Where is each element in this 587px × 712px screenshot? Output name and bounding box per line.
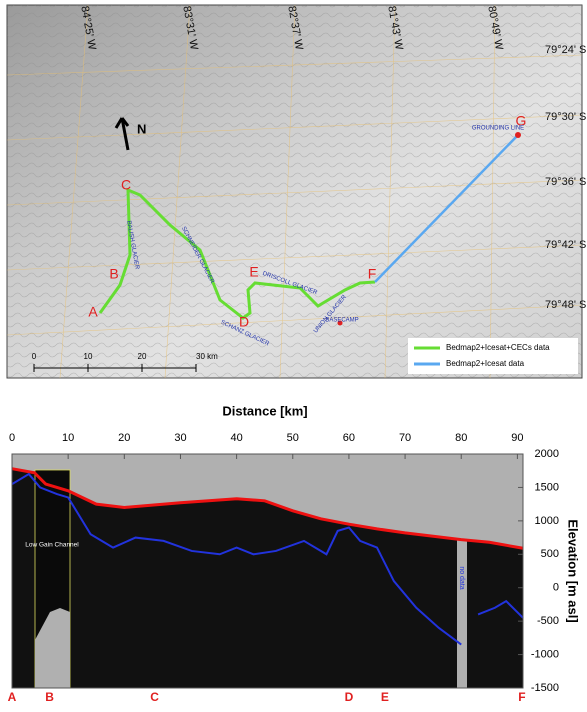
x-tick-label: 30 xyxy=(174,432,186,444)
x-tick-label: 40 xyxy=(230,432,242,444)
no-data-bar xyxy=(457,540,467,688)
x-tick-label: 50 xyxy=(287,432,299,444)
profile-point: F xyxy=(518,690,525,704)
route-point: B xyxy=(109,266,118,282)
route-point: F xyxy=(368,266,377,282)
north-label: N xyxy=(137,121,146,136)
figure: N 84°25' W83°31' W82°37' W81°43' W80°49'… xyxy=(0,0,587,707)
y-tick-label: 1000 xyxy=(535,515,559,527)
place-label: GROUNDING LINE xyxy=(472,126,524,132)
route-point: C xyxy=(121,177,131,193)
latitude-label: 79°42' S xyxy=(545,239,586,251)
latitude-label: 79°48' S xyxy=(545,299,586,311)
y-tick-label: 2000 xyxy=(535,448,559,460)
profile-point: B xyxy=(45,690,54,704)
x-tick-label: 20 xyxy=(118,432,130,444)
profile-point: D xyxy=(345,690,354,704)
y-tick-label: 0 xyxy=(553,582,559,594)
place-label: BASECAMP xyxy=(325,318,358,324)
x-tick-label: 10 xyxy=(62,432,74,444)
map-texture xyxy=(7,5,582,378)
x-tick-label: 0 xyxy=(9,432,15,444)
y-tick-label: 1500 xyxy=(535,481,559,493)
scale-label: 10 xyxy=(84,352,93,361)
latitude-label: 79°24' S xyxy=(545,44,586,56)
legend-label: Bedmap2+Icesat data xyxy=(446,359,525,368)
scale-label: 20 xyxy=(138,352,147,361)
radargram: Distance [km] Low Gain Channel no data 0 10 2… xyxy=(8,403,581,704)
profile-point: E xyxy=(381,690,389,704)
y-axis-label: Elevation [m asl] xyxy=(566,519,581,622)
x-tick-label: 60 xyxy=(343,432,355,444)
annotation: no data xyxy=(458,566,465,589)
x-tick-label: 80 xyxy=(455,432,467,444)
scale-label: 0 xyxy=(32,352,37,361)
route-point: A xyxy=(88,304,98,320)
y-tick-label: -1500 xyxy=(531,682,559,694)
x-tick-label: 90 xyxy=(511,432,523,444)
scale-label: 30 km xyxy=(196,352,218,361)
profile-point: A xyxy=(8,690,17,704)
latitude-label: 79°36' S xyxy=(545,176,586,188)
y-tick-label: -500 xyxy=(537,615,559,627)
latitude-label: 79°30' S xyxy=(545,111,586,123)
grounding-marker xyxy=(515,132,521,138)
annotation: Low Gain Channel xyxy=(25,542,79,549)
profile-point: C xyxy=(150,690,159,704)
x-tick-label: 70 xyxy=(399,432,411,444)
y-tick-label: 500 xyxy=(541,548,559,560)
route-point: E xyxy=(249,264,258,280)
y-tick-label: -1000 xyxy=(531,648,559,660)
chart-title: Distance [km] xyxy=(222,403,307,418)
legend-label: Bedmap2+Icesat+CECs data xyxy=(446,343,550,352)
